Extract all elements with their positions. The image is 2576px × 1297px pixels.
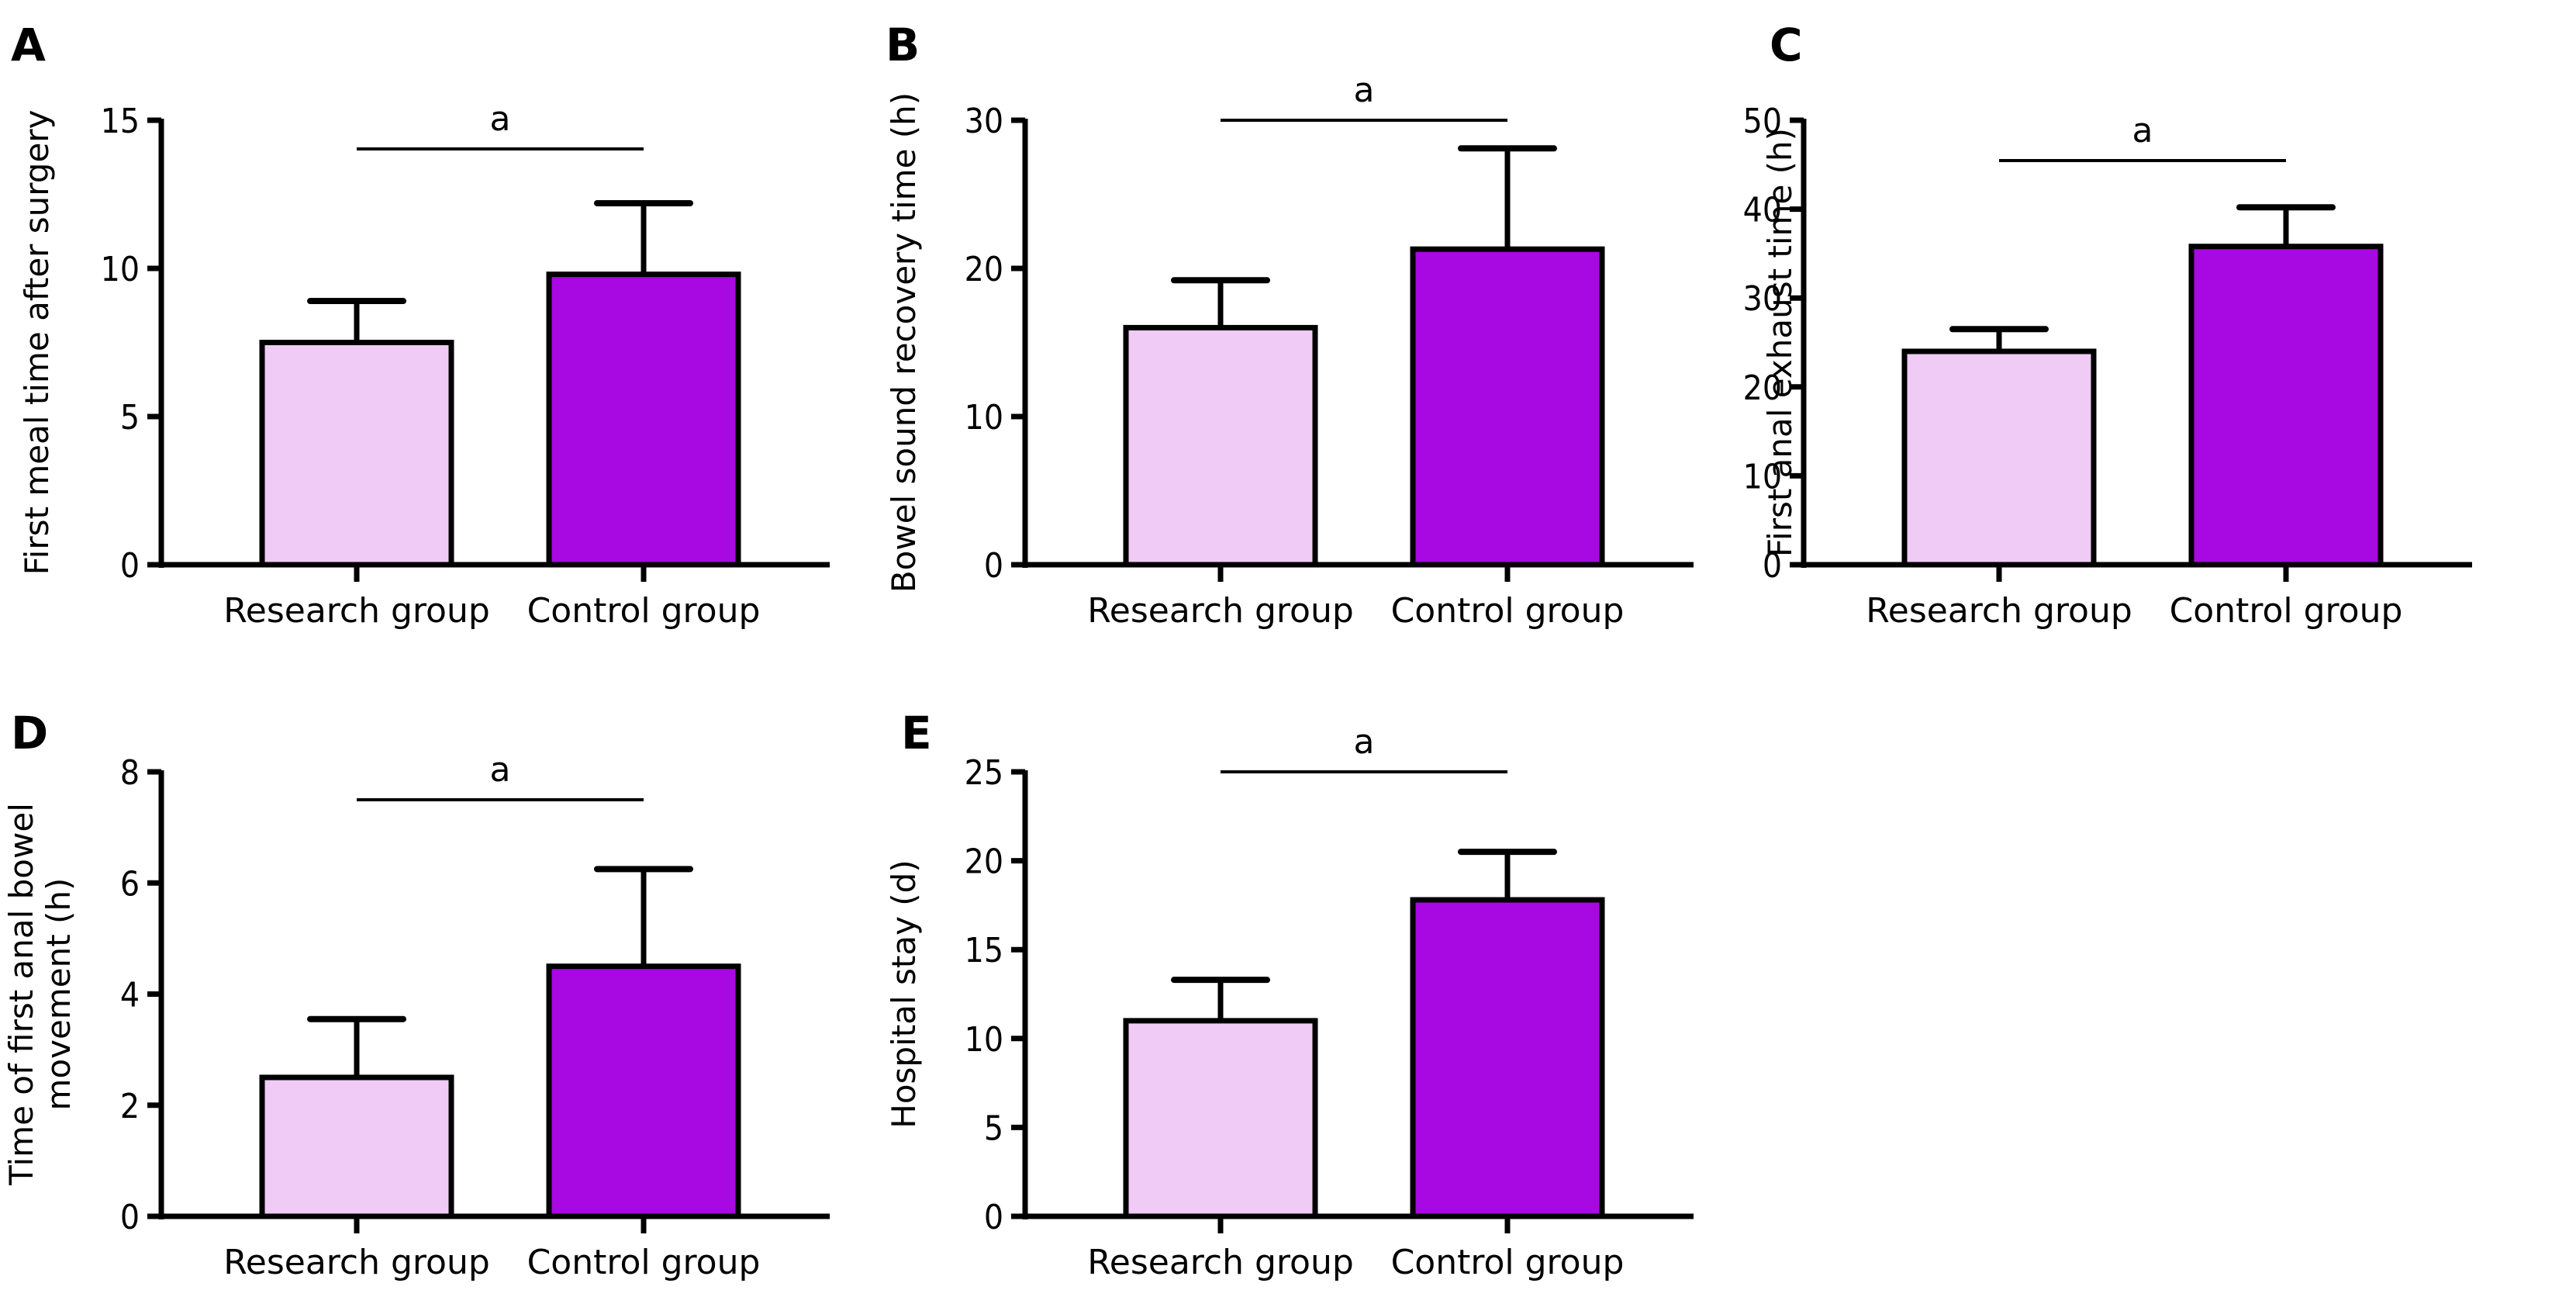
- bar-research-group: [1123, 1018, 1318, 1219]
- bar-control-group: [2188, 244, 2384, 568]
- y-tick-label: 15: [101, 102, 140, 141]
- panel-d: D 0 2 4 6 8 Time of first anal bowel movement (…: [2, 707, 830, 1282]
- y-tick-label: 30: [965, 102, 1003, 141]
- panel-letter: C: [1770, 19, 1803, 71]
- panel-b: B 0 10 20 30 Bowel sound recovery time (h) Res…: [885, 19, 1694, 631]
- panel-letter: B: [886, 19, 920, 71]
- bar-control-group: [1410, 897, 1605, 1219]
- y-tick-label: 50: [1743, 102, 1782, 141]
- y-tick-label: 40: [1743, 191, 1782, 230]
- y-tick-label: 20: [965, 250, 1003, 289]
- y-tick-label: 5: [984, 1109, 1003, 1148]
- bar-control-group: [1410, 246, 1605, 568]
- x-tick-label: Research group: [223, 1243, 490, 1282]
- y-tick-label: 10: [101, 250, 140, 289]
- bar-control-group: [546, 963, 741, 1219]
- y-tick-label: 8: [120, 753, 140, 793]
- bar-research-group: [259, 1074, 454, 1219]
- y-tick-label: 15: [965, 931, 1003, 970]
- panel-e: E 0 5 10 15 20 25 Hospital stay (d) Research gro…: [885, 707, 1694, 1282]
- y-axis-label: movement (h): [40, 878, 78, 1111]
- y-tick-label: 0: [120, 1198, 140, 1237]
- x-tick-label: Control group: [1391, 591, 1625, 631]
- significance-label: a: [1354, 71, 1375, 110]
- panel-letter: E: [901, 707, 932, 759]
- y-tick-label: 6: [120, 864, 140, 904]
- y-axis-label: First anal exhaust time (h): [1761, 128, 1799, 557]
- y-axis-label: First meal time after surgery: [18, 110, 56, 576]
- y-tick-label: 25: [965, 753, 1003, 793]
- y-tick-label: 30: [1743, 279, 1782, 319]
- y-tick-label: 0: [120, 546, 140, 586]
- x-tick-label: Research group: [1087, 591, 1354, 631]
- significance-label: a: [490, 750, 511, 790]
- x-tick-label: Research group: [1087, 1243, 1354, 1282]
- panel-letter: D: [11, 707, 48, 759]
- significance-label: a: [2132, 111, 2153, 150]
- x-tick-label: Research group: [1866, 591, 2132, 631]
- y-tick-label: 10: [965, 398, 1003, 438]
- y-axis-label: Time of first anal bowel: [2, 803, 40, 1186]
- y-tick-label: 5: [120, 398, 140, 438]
- y-tick-label: 20: [1743, 368, 1782, 408]
- y-tick-label: 0: [984, 1198, 1003, 1237]
- y-tick-label: 10: [965, 1020, 1003, 1060]
- bar-control-group: [546, 272, 741, 568]
- bar-research-group: [1901, 348, 2097, 568]
- y-tick-label: 20: [965, 842, 1003, 882]
- y-tick-label: 4: [120, 976, 140, 1015]
- x-tick-label: Research group: [223, 591, 490, 631]
- y-axis-label: Hospital stay (d): [885, 859, 923, 1128]
- y-tick-label: 2: [120, 1087, 140, 1126]
- panel-a: A 0 5 10 15 First meal time after surgery Rese…: [11, 19, 830, 631]
- panel-letter: A: [11, 19, 46, 71]
- y-axis-label: Bowel sound recovery time (h): [885, 92, 923, 593]
- x-tick-label: Control group: [2170, 591, 2403, 631]
- y-tick-label: 0: [984, 546, 1003, 586]
- x-tick-label: Control group: [527, 591, 761, 631]
- significance-label: a: [490, 99, 511, 139]
- x-tick-label: Control group: [1391, 1243, 1625, 1282]
- x-tick-label: Control group: [527, 1243, 761, 1282]
- bar-research-group: [259, 340, 454, 568]
- significance-label: a: [1354, 722, 1375, 762]
- y-tick-label: 0: [1763, 546, 1782, 586]
- bar-research-group: [1123, 324, 1318, 568]
- y-tick-label: 10: [1743, 457, 1782, 496]
